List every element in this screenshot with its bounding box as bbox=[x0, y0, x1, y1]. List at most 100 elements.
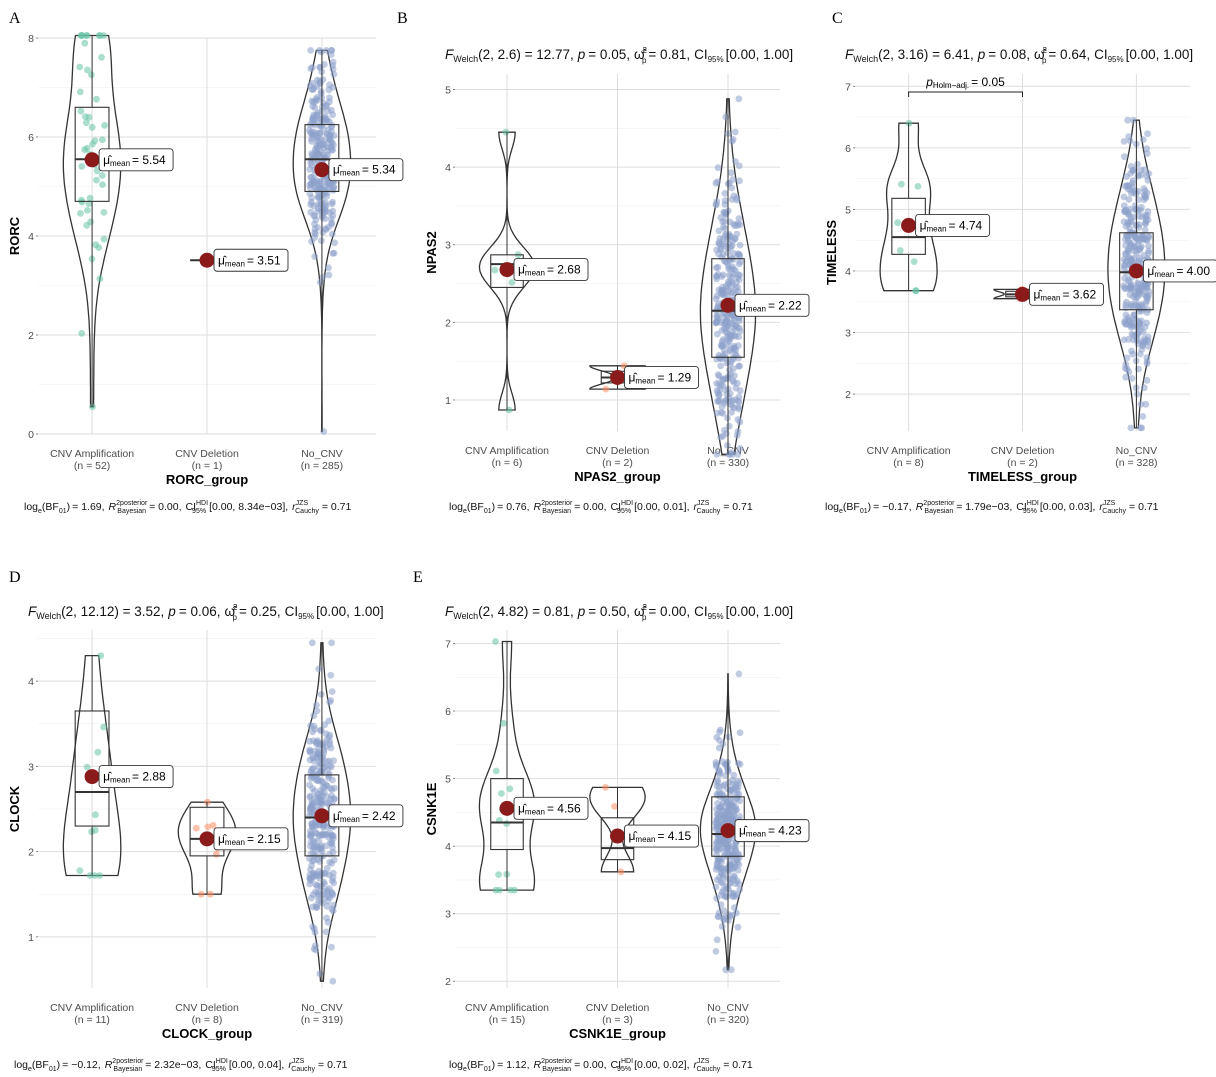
group-0: μ̂mean = 2.68 bbox=[478, 128, 589, 414]
data-point bbox=[319, 273, 327, 281]
data-point bbox=[725, 422, 733, 430]
data-point bbox=[1122, 361, 1130, 368]
mean-label: μ̂mean = 5.34 bbox=[333, 163, 396, 178]
data-point bbox=[310, 925, 318, 933]
data-point bbox=[713, 851, 720, 859]
group-1: μ̂mean = 4.15 bbox=[589, 784, 699, 876]
data-point bbox=[735, 880, 743, 887]
data-point bbox=[317, 726, 325, 734]
data-point bbox=[732, 285, 740, 292]
mean-point bbox=[610, 369, 625, 385]
y-tick-label: 2 bbox=[445, 317, 451, 329]
x-axis-title: CLOCK_group bbox=[162, 1026, 252, 1041]
data-point bbox=[88, 71, 95, 79]
data-point bbox=[717, 812, 725, 819]
data-point bbox=[311, 229, 319, 237]
x-category-label: CNV Deletion bbox=[586, 1002, 650, 1014]
data-point bbox=[733, 859, 741, 867]
data-point bbox=[723, 430, 730, 437]
data-point bbox=[94, 748, 102, 756]
data-point bbox=[308, 862, 315, 869]
data-point bbox=[206, 890, 214, 898]
data-point bbox=[1126, 322, 1134, 329]
data-point bbox=[326, 885, 333, 892]
x-axis-title: NPAS2_group bbox=[574, 469, 660, 484]
data-point bbox=[1143, 354, 1151, 362]
data-point bbox=[713, 313, 720, 321]
data-point bbox=[1138, 346, 1146, 353]
mean-label: μ̂mean = 2.15 bbox=[218, 832, 281, 847]
data-point bbox=[85, 200, 93, 208]
data-point bbox=[1129, 177, 1137, 184]
data-point bbox=[328, 639, 335, 647]
data-point bbox=[714, 913, 722, 921]
data-point bbox=[328, 127, 335, 135]
data-point bbox=[714, 777, 722, 785]
data-point bbox=[306, 748, 314, 756]
mean-label: μ̂mean = 4.00 bbox=[1147, 264, 1210, 279]
data-point bbox=[1127, 424, 1135, 432]
mean-label: μ̂mean = 2.22 bbox=[739, 298, 802, 313]
data-point bbox=[81, 146, 89, 154]
data-point bbox=[309, 116, 317, 124]
group-0: μ̂mean = 2.88 bbox=[62, 652, 174, 879]
y-tick-label: 2 bbox=[28, 330, 34, 342]
group-1: μ̂mean = 3.62 bbox=[993, 282, 1104, 306]
data-point bbox=[729, 237, 736, 245]
data-point bbox=[724, 341, 732, 349]
x-category-n: (n = 15) bbox=[489, 1014, 525, 1026]
mean-label-box bbox=[213, 248, 289, 272]
data-point bbox=[730, 344, 738, 352]
data-point bbox=[308, 128, 316, 136]
data-point bbox=[84, 207, 91, 214]
data-point bbox=[1141, 226, 1149, 234]
data-point bbox=[717, 433, 725, 441]
comparison-label: pHolm−adj. = 0.05 bbox=[925, 75, 1005, 90]
data-point bbox=[83, 32, 91, 39]
y-tick-label: 5 bbox=[845, 204, 851, 216]
data-point bbox=[1137, 400, 1145, 408]
x-category-n: (n = 52) bbox=[74, 460, 110, 472]
data-point bbox=[722, 966, 730, 974]
data-point bbox=[328, 106, 335, 114]
x-category-label: CNV Deletion bbox=[175, 448, 239, 460]
data-point bbox=[1143, 284, 1151, 291]
data-point bbox=[717, 869, 725, 876]
bayes-caption: loge(BF01) = −0.17, R2posterior Bayesian = 1… bbox=[825, 500, 1159, 515]
data-point bbox=[736, 177, 743, 185]
data-point bbox=[729, 312, 736, 320]
data-point bbox=[712, 295, 720, 303]
data-point bbox=[715, 767, 723, 775]
mean-label-box bbox=[213, 827, 289, 851]
mean-point bbox=[499, 800, 515, 816]
data-point bbox=[91, 137, 99, 145]
data-point bbox=[723, 335, 731, 343]
data-point bbox=[727, 966, 735, 974]
data-point bbox=[715, 392, 723, 400]
data-point bbox=[1126, 255, 1134, 262]
data-point bbox=[327, 138, 335, 146]
data-point bbox=[1134, 160, 1141, 168]
data-point bbox=[100, 235, 108, 243]
data-point bbox=[1131, 247, 1139, 255]
data-point bbox=[325, 223, 332, 231]
y-tick-label: 4 bbox=[845, 266, 851, 278]
data-point bbox=[319, 783, 327, 791]
data-point bbox=[714, 397, 721, 405]
data-point bbox=[1137, 206, 1144, 214]
data-point bbox=[321, 114, 328, 122]
data-point bbox=[717, 342, 725, 349]
y-tick-label: 8 bbox=[28, 33, 34, 45]
violin-outline bbox=[589, 786, 646, 873]
data-point bbox=[715, 239, 723, 246]
data-point bbox=[1126, 291, 1134, 299]
data-point bbox=[602, 385, 610, 393]
data-point bbox=[323, 864, 331, 872]
panel-letter: E bbox=[413, 569, 423, 586]
data-point bbox=[723, 874, 731, 882]
x-category-n: (n = 285) bbox=[301, 460, 343, 472]
data-point bbox=[325, 774, 332, 782]
data-point bbox=[727, 169, 735, 177]
violin-outline bbox=[177, 801, 237, 895]
data-point bbox=[321, 721, 329, 729]
